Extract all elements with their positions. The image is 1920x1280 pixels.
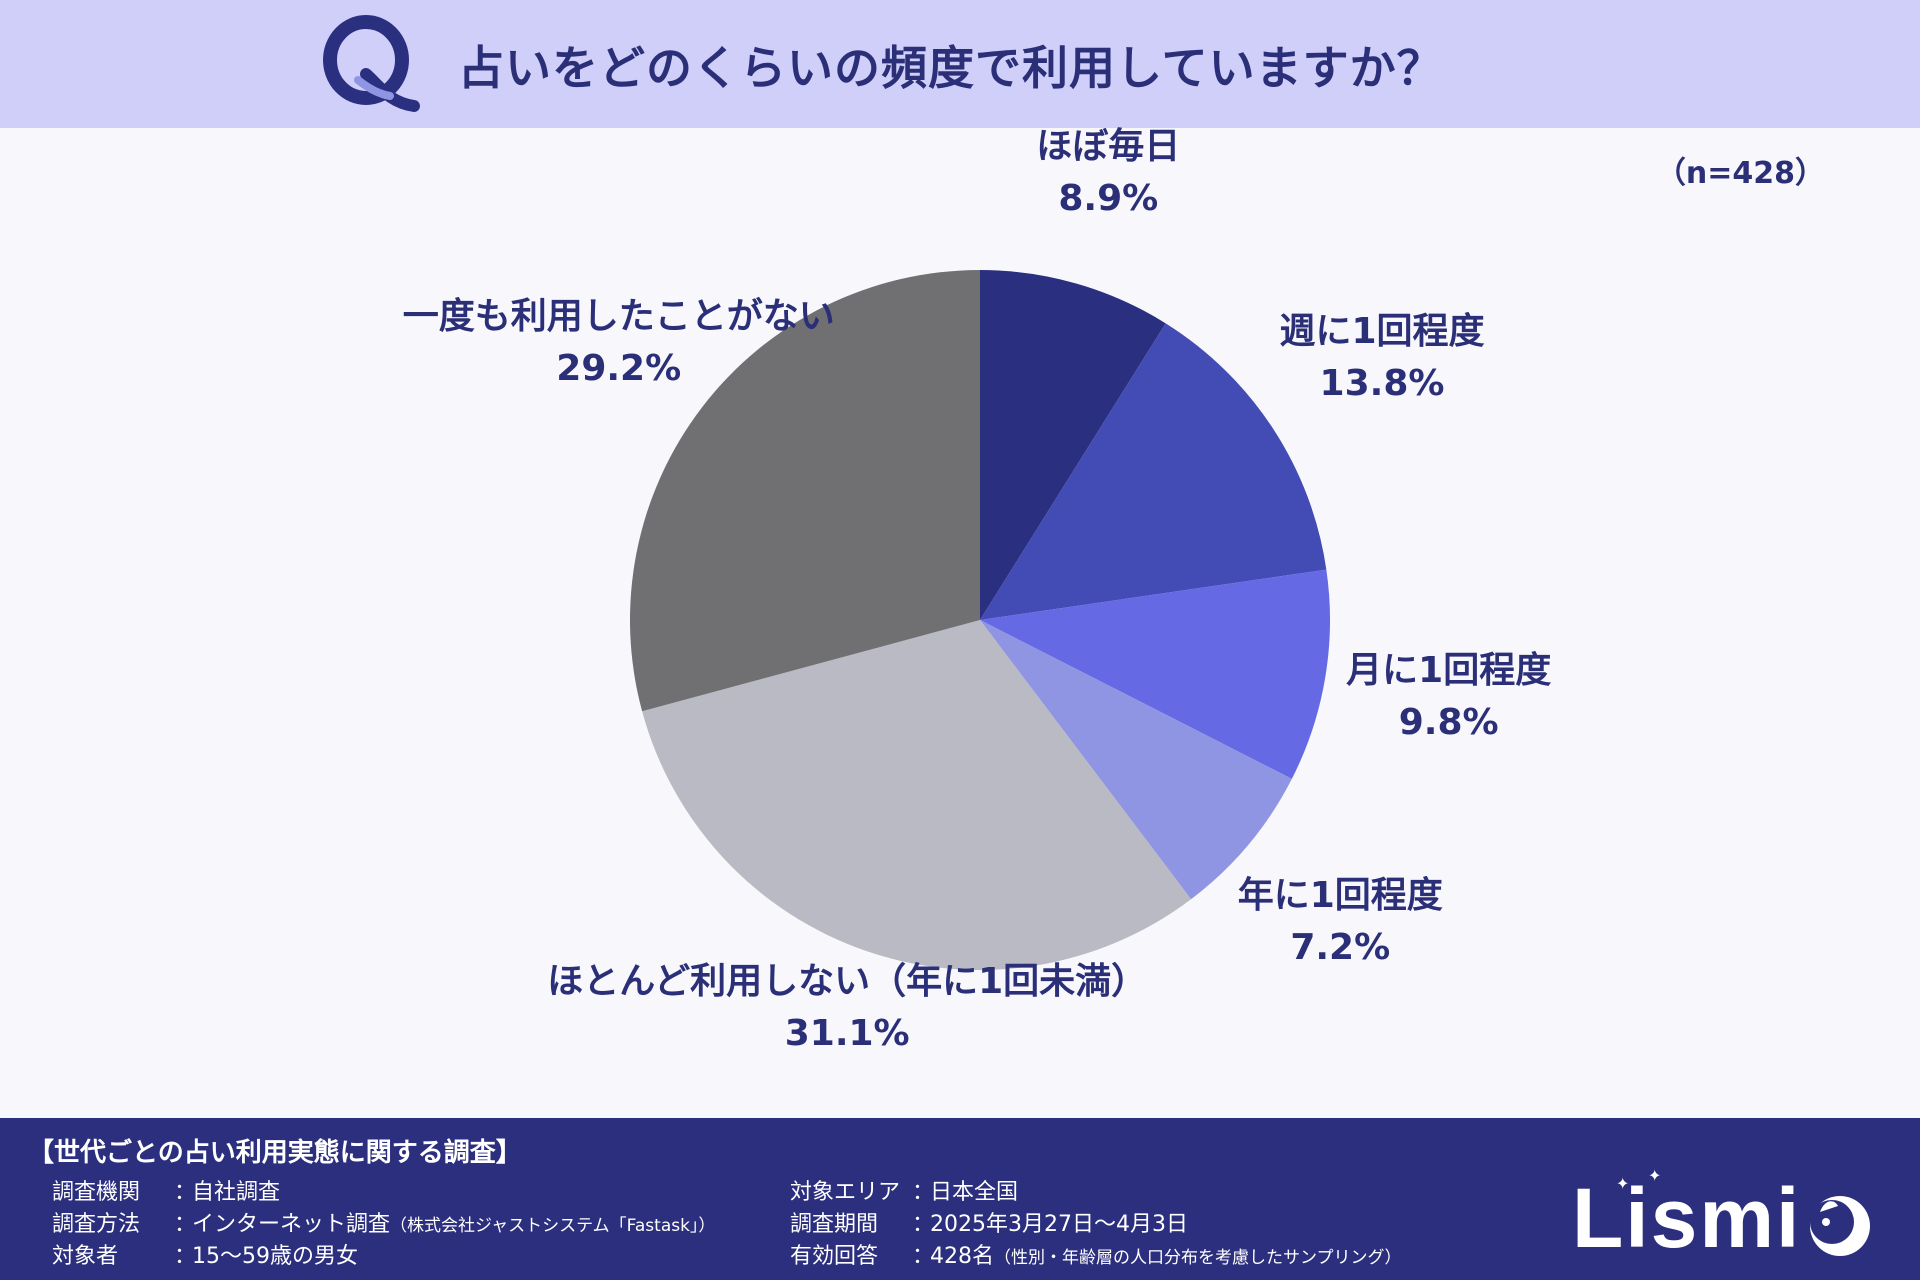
- info-separator: ：: [174, 1244, 197, 1269]
- info-value: 自社調査: [192, 1180, 281, 1205]
- slice-label-daily: ほぼ毎日 8.9%: [1036, 121, 1180, 225]
- slice-category: 一度も利用したことがない: [402, 296, 835, 338]
- info-label: 対象者: [52, 1244, 119, 1269]
- info-value: インターネット調査: [192, 1212, 391, 1237]
- q-logo-icon: [323, 15, 420, 112]
- info-value: 日本全国: [930, 1180, 1019, 1205]
- info-value: 2025年3月27日〜4月3日: [930, 1212, 1188, 1237]
- rabbit-mascot-icon: [1810, 1196, 1870, 1256]
- info-separator: ：: [174, 1212, 197, 1237]
- question-title: 占いをどのくらいの頻度で利用していますか？: [458, 41, 1444, 95]
- slice-category: ほとんど利用しない（年に1回未満）: [547, 960, 1148, 1002]
- info-separator: ：: [174, 1180, 197, 1205]
- info-label: 調査機関: [52, 1180, 141, 1205]
- info-label: 対象エリア: [790, 1180, 901, 1205]
- info-row-responses: 有効回答 ：428名（性別・年齢層の人口分布を考慮したサンプリング）: [790, 1238, 1402, 1270]
- pie-slice-monthly: [980, 569, 1330, 779]
- info-row-period: 調査期間 ：2025年3月27日〜4月3日: [790, 1206, 1188, 1238]
- slice-percentage: 13.8%: [1319, 362, 1445, 404]
- info-label: 調査方法: [52, 1212, 141, 1237]
- info-value: 15〜59歳の男女: [192, 1244, 358, 1269]
- slice-label-weekly: 週に1回程度 13.8%: [1279, 306, 1484, 410]
- slice-percentage: 7.2%: [1290, 926, 1391, 968]
- info-note: （性別・年齢層の人口分布を考慮したサンプリング）: [994, 1248, 1402, 1268]
- slice-category: 週に1回程度: [1279, 310, 1485, 352]
- slice-percentage: 8.9%: [1058, 178, 1159, 220]
- sparkle-icon: ✦: [1616, 1174, 1630, 1193]
- pie-slice-yearly: [980, 620, 1292, 900]
- slice-label-yearly: 年に1回程度 7.2%: [1238, 870, 1443, 974]
- pie-slice-never: [630, 270, 980, 712]
- info-separator: ：: [912, 1212, 935, 1237]
- info-separator: ：: [912, 1244, 935, 1269]
- info-label: 調査期間: [790, 1212, 879, 1237]
- slice-category: ほぼ毎日: [1036, 126, 1181, 168]
- slice-percentage: 31.1%: [784, 1012, 910, 1054]
- slice-percentage: 9.8%: [1398, 702, 1499, 744]
- info-note: （株式会社ジャストシステム「Fastask」）: [390, 1216, 716, 1236]
- slice-category: 月に1回程度: [1346, 650, 1552, 692]
- slice-label-never: 一度も利用したことがない 29.2%: [403, 291, 835, 395]
- info-row-method: 調査方法 ：インターネット調査（株式会社ジャストシステム「Fastask」）: [52, 1206, 715, 1238]
- pie-slice-daily: [980, 270, 1166, 620]
- info-value: 428名: [930, 1244, 994, 1269]
- footer: 【世代ごとの占い利用実態に関する調査】 調査機関 ：自社調査 調査方法 ：インターネ…: [0, 1118, 1920, 1280]
- info-separator: ：: [912, 1180, 935, 1205]
- sample-size: （n=428）: [1655, 156, 1825, 191]
- pie-chart: [630, 270, 1330, 970]
- info-row-target: 対象者 ：15〜59歳の男女: [52, 1238, 358, 1270]
- pie-slice-rarely: [642, 620, 1192, 970]
- sparkle-icon: ✦: [1648, 1166, 1662, 1185]
- info-row-organization: 調査機関 ：自社調査: [52, 1174, 280, 1206]
- pie-slice-weekly: [980, 323, 1327, 620]
- slice-percentage: 29.2%: [556, 348, 682, 390]
- header-band: 占いをどのくらいの頻度で利用していますか？: [0, 0, 1920, 128]
- slice-label-monthly: 月に1回程度 9.8%: [1346, 645, 1551, 749]
- survey-title: 【世代ごとの占い利用実態に関する調査】: [28, 1138, 522, 1168]
- brand-logo: Lismi: [1572, 1171, 1802, 1265]
- slice-label-rarely: ほとんど利用しない（年に1回未満） 31.1%: [547, 956, 1147, 1060]
- info-row-area: 対象エリア ：日本全国: [790, 1174, 1018, 1206]
- slice-category: 年に1回程度: [1237, 874, 1443, 916]
- info-label: 有効回答: [790, 1244, 879, 1269]
